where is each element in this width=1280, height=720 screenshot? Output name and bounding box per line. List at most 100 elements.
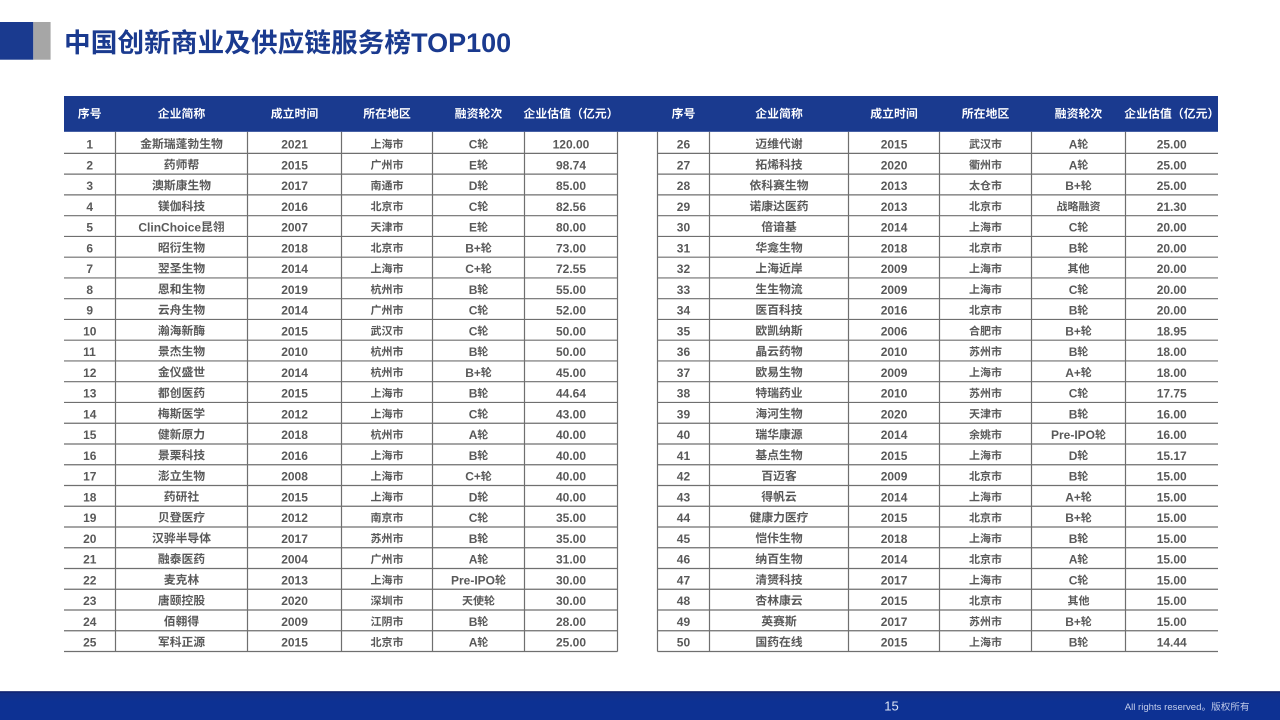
svg-text:A: A [469,636,478,650]
svg-text:25.00: 25.00 [556,636,586,650]
svg-text:B: B [469,532,478,546]
svg-text:2020: 2020 [881,407,908,421]
svg-text:35.00: 35.00 [556,511,586,525]
svg-text:2015: 2015 [281,387,308,401]
svg-text:ClinChoice: ClinChoice [138,221,201,235]
svg-text:31.00: 31.00 [556,553,586,567]
svg-text:2019: 2019 [281,283,308,297]
svg-text:15: 15 [884,698,898,713]
svg-text:2015: 2015 [881,511,908,525]
svg-text:B: B [1069,407,1078,421]
svg-text:2: 2 [86,158,93,172]
svg-text:20.00: 20.00 [1157,221,1187,235]
svg-text:2014: 2014 [281,304,308,318]
svg-text:2010: 2010 [881,387,908,401]
svg-text:B+: B+ [1065,179,1081,193]
svg-text:2014: 2014 [881,221,908,235]
svg-text:A+: A+ [1065,490,1081,504]
svg-text:2010: 2010 [281,345,308,359]
svg-text:2009: 2009 [881,366,908,380]
svg-text:2017: 2017 [281,179,308,193]
svg-text:40.00: 40.00 [556,470,586,484]
svg-text:2013: 2013 [881,200,908,214]
svg-text:A: A [469,428,478,442]
svg-text:B: B [469,449,478,463]
svg-text:35: 35 [677,324,691,338]
svg-text:2008: 2008 [281,470,308,484]
svg-text:2018: 2018 [281,428,308,442]
svg-text:20: 20 [83,532,97,546]
svg-text:43: 43 [677,490,691,504]
svg-text:TOP100: TOP100 [411,28,511,58]
svg-text:18: 18 [83,490,97,504]
svg-text:40.00: 40.00 [556,449,586,463]
svg-text:55.00: 55.00 [556,283,586,297]
svg-text:6: 6 [86,241,93,255]
svg-text:42: 42 [677,470,691,484]
svg-text:B+: B+ [1065,615,1081,629]
svg-text:2020: 2020 [281,594,308,608]
svg-text:50.00: 50.00 [556,345,586,359]
svg-text:4: 4 [86,200,93,214]
svg-text:B+: B+ [1065,511,1081,525]
svg-text:10: 10 [83,324,97,338]
svg-text:B: B [469,345,478,359]
svg-text:B: B [1069,304,1078,318]
svg-text:44: 44 [677,511,691,525]
svg-text:C: C [469,511,478,525]
svg-text:B: B [1069,636,1078,650]
svg-text:2014: 2014 [881,428,908,442]
svg-text:B: B [1069,345,1078,359]
svg-text:20.00: 20.00 [1157,262,1187,276]
svg-text:D: D [469,490,478,504]
svg-text:C: C [1069,387,1078,401]
svg-text:18.00: 18.00 [1157,366,1187,380]
svg-text:C+: C+ [465,470,481,484]
svg-text:2012: 2012 [281,407,308,421]
svg-text:50: 50 [677,636,691,650]
svg-text:2014: 2014 [281,366,308,380]
svg-text:40.00: 40.00 [556,428,586,442]
svg-text:C: C [469,324,478,338]
svg-text:31: 31 [677,241,691,255]
svg-text:9: 9 [86,304,93,318]
svg-text:2018: 2018 [881,532,908,546]
svg-text:Pre-IPO: Pre-IPO [1051,428,1095,442]
svg-text:30.00: 30.00 [556,594,586,608]
svg-text:14: 14 [83,407,97,421]
svg-text:50.00: 50.00 [556,324,586,338]
svg-text:E: E [469,158,477,172]
svg-text:2014: 2014 [281,262,308,276]
svg-text:2012: 2012 [281,511,308,525]
svg-text:38: 38 [677,387,691,401]
svg-text:25: 25 [83,636,97,650]
svg-text:7: 7 [86,262,93,276]
svg-text:2009: 2009 [881,470,908,484]
svg-text:85.00: 85.00 [556,179,586,193]
svg-text:15.00: 15.00 [1157,553,1187,567]
svg-text:26: 26 [677,138,691,152]
svg-text:B: B [1069,241,1078,255]
svg-text:B: B [1069,532,1078,546]
svg-text:20.00: 20.00 [1157,304,1187,318]
svg-text:30.00: 30.00 [556,574,586,588]
svg-text:15: 15 [83,428,97,442]
svg-text:2018: 2018 [881,241,908,255]
svg-text:17.75: 17.75 [1157,387,1187,401]
svg-text:18.95: 18.95 [1157,324,1187,338]
svg-text:C: C [469,138,478,152]
svg-text:2015: 2015 [881,449,908,463]
svg-text:17: 17 [83,470,97,484]
svg-text:44.64: 44.64 [556,387,586,401]
svg-text:2015: 2015 [881,594,908,608]
svg-text:37: 37 [677,366,691,380]
svg-text:All rights reserved: All rights reserved [1125,702,1202,713]
svg-text:28: 28 [677,179,691,193]
svg-text:43.00: 43.00 [556,407,586,421]
svg-text:2021: 2021 [281,138,308,152]
svg-text:2016: 2016 [881,304,908,318]
svg-text:21: 21 [83,553,97,567]
svg-text:B: B [1069,470,1078,484]
svg-text:C: C [469,304,478,318]
svg-text:40.00: 40.00 [556,490,586,504]
